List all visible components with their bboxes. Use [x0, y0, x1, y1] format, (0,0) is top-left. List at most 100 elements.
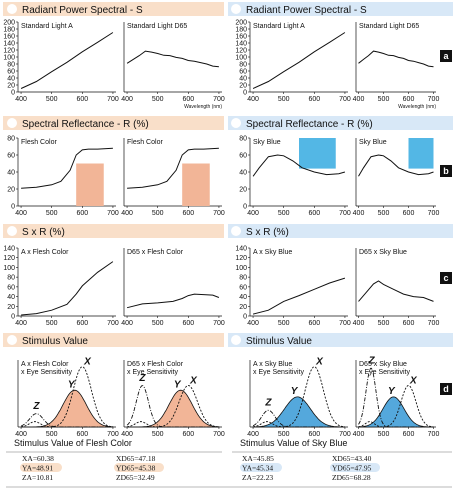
y-tick-label: 40	[7, 294, 15, 301]
chart-subtitle: Flesh Color	[127, 139, 163, 146]
z-curve-label: Z	[368, 355, 376, 366]
data-line	[20, 32, 114, 89]
x-tick-label: 700	[428, 210, 440, 217]
wavelength-unit: Wavelength (nm)	[398, 104, 436, 110]
chart-b4: Sky Blue 400 500 600 700	[353, 138, 440, 217]
chart-subtitle: Standard Light A	[21, 23, 73, 30]
right-zd65: ZD65=68.28	[332, 473, 371, 482]
y-tick-label: 40	[239, 294, 247, 301]
badge-d-label: d	[443, 384, 449, 394]
x-tick-label: 600	[308, 431, 320, 438]
left-xa: XA=60.38	[22, 454, 54, 463]
x-tick-label: 600	[182, 320, 194, 327]
x-tick-label: 400	[121, 431, 133, 438]
row-badges: a b c d	[440, 50, 452, 395]
y-tick-label: 60	[7, 153, 15, 160]
row-d-right-title: Stimulus Value	[246, 336, 312, 347]
y-tick-label: 60	[7, 284, 15, 291]
y-tick-label: 0	[243, 90, 247, 97]
y-tick-label: 20	[239, 83, 247, 90]
chart-subtitle: A x Sky Blue	[253, 249, 292, 256]
x-curve-label: X	[315, 357, 324, 368]
badge-c-label: c	[443, 273, 448, 283]
x-tick-label: 500	[46, 96, 58, 103]
x-tick-label: 700	[428, 431, 440, 438]
stimulus-left-title: Stimulus Value of Flesh Color	[14, 438, 132, 448]
x-tick-label: 500	[378, 431, 390, 438]
y-tick-label: 140	[235, 246, 247, 253]
row-c-right-band	[228, 224, 453, 238]
y-tick-label: 0	[243, 204, 247, 211]
row-c-left-bullet	[7, 226, 17, 236]
y-tick-label: 20	[239, 304, 247, 311]
y-tick-label: 0	[11, 204, 15, 211]
y-tick-label: 40	[239, 170, 247, 177]
x-tick-label: 400	[121, 210, 133, 217]
row-d-right-bullet	[231, 335, 241, 345]
chart-a2: Standard Light D65 400 500 600 700Wavelength…	[121, 22, 225, 110]
y-tick-label: 0	[243, 314, 247, 321]
badge-d	[440, 383, 452, 395]
x-tick-label: 600	[76, 96, 88, 103]
y-tick-label: 120	[3, 255, 15, 262]
chart-c2: D65 x Flesh Color 400 500 600 700	[121, 248, 225, 327]
chart-subtitle: Standard Light A	[253, 23, 305, 30]
y-tick-label: 180	[3, 27, 15, 34]
x-tick-label: 500	[378, 96, 390, 103]
chart-c3: A x Sky Blue 400 500 600 700 0 20 40 60 80 100 120 1…	[235, 246, 351, 328]
y-tick-label: 100	[235, 55, 247, 62]
y-tick-label: 100	[235, 265, 247, 272]
y-tick-label: 200	[3, 20, 15, 27]
y-tick-label: 40	[239, 76, 247, 83]
row-b-left-bullet	[7, 118, 17, 128]
y-curve-label: Y	[68, 379, 76, 390]
badge-b	[440, 165, 452, 177]
x-tick-label: 400	[15, 431, 27, 438]
x-tick-label: 500	[152, 431, 164, 438]
data-line	[358, 154, 434, 177]
chart-b2: Flesh Color 400 500 600 700	[121, 138, 225, 217]
data-line	[21, 261, 114, 316]
x-tick-label: 600	[76, 210, 88, 217]
x-tick-label: 500	[46, 431, 58, 438]
x-tick-label: 600	[308, 210, 320, 217]
chart-c1: A x Flesh Color 400 500 600 700 0 20 40 60 80 100 1…	[3, 246, 119, 328]
x-tick-label: 600	[182, 210, 194, 217]
z-curve-label: Z	[32, 401, 40, 412]
x-tick-label: 700	[107, 210, 119, 217]
x-tick-label: 600	[403, 320, 415, 327]
x-tick-label: 700	[213, 320, 225, 327]
left-za: ZA=10.81	[22, 473, 53, 482]
x-tick-label: 700	[339, 320, 351, 327]
x-tick-label: 600	[308, 96, 320, 103]
x-tick-label: 500	[278, 96, 290, 103]
chart-a4: Standard Light D65 400 500 600 700Wavelength…	[353, 22, 439, 110]
y-tick-label: 100	[3, 55, 15, 62]
chart-subtitle: A x Sky Blue x Eye Sensitivity	[253, 361, 304, 376]
color-swatch	[299, 138, 336, 169]
y-tick-label: 40	[7, 170, 15, 177]
y-tick-label: 60	[239, 284, 247, 291]
data-line	[252, 154, 346, 177]
x-tick-label: 400	[15, 210, 27, 217]
x-tick-label: 500	[46, 210, 58, 217]
row-c-left-title: S x R (%)	[22, 227, 65, 238]
row-a-left-band	[3, 2, 224, 16]
data-line	[127, 147, 219, 189]
y-tick-label: 80	[7, 62, 15, 69]
chart-d2: D65 x Flesh Color x Eye Sensitivity 400 500…	[121, 360, 225, 438]
z-curve-label: Z	[264, 398, 272, 409]
chart-subtitle: D65 x Flesh Color x Eye Sensitivity	[127, 361, 184, 376]
x-tick-label: 400	[353, 96, 365, 103]
x-curve-label: X	[83, 357, 92, 368]
y-tick-label: 180	[235, 27, 247, 34]
data-line	[21, 147, 113, 189]
chart-a1: Standard Light A 400 500 600 700 020406080100…	[3, 20, 119, 104]
row-d-left-bullet	[7, 335, 17, 345]
y-tick-label: 80	[239, 62, 247, 69]
y-tick-label: 160	[235, 34, 247, 41]
z-curve	[126, 385, 219, 428]
y-tick-label: 140	[3, 246, 15, 253]
x-tick-label: 500	[378, 320, 390, 327]
y-tick-label: 60	[7, 69, 15, 76]
